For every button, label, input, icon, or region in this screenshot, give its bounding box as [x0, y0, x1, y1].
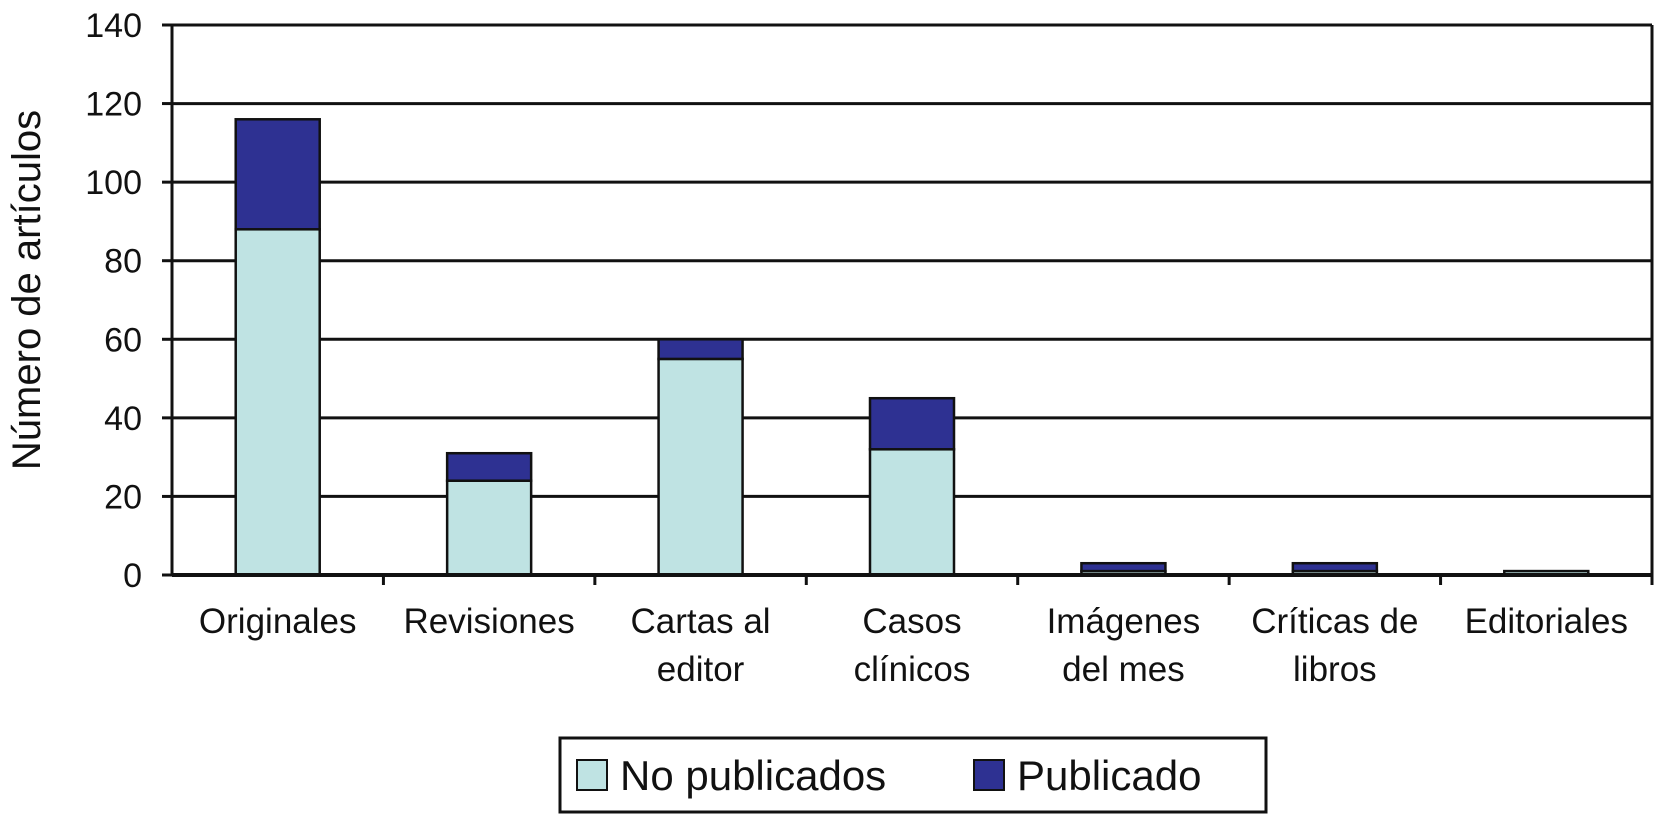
legend-swatch-publicado	[973, 759, 1005, 791]
legend: No publicados Publicado	[558, 736, 1268, 814]
bar-segment-publicado	[657, 338, 744, 361]
y-tick-label: 120	[85, 86, 142, 124]
category-label: clínicos	[854, 650, 971, 689]
y-axis-title: Número de artículos	[5, 110, 49, 470]
bar-layer	[234, 118, 1590, 577]
category-label: Casos	[862, 602, 961, 641]
y-tick-label: 0	[123, 557, 142, 595]
bar-segment-no-publicados	[445, 479, 533, 577]
legend-swatch-no-publicados	[576, 759, 608, 791]
y-tick-label: 40	[104, 400, 142, 438]
legend-label-publicado: Publicado	[1017, 752, 1201, 799]
bar-segment-publicado	[445, 451, 533, 482]
bar-segment-no-publicados	[234, 228, 321, 577]
bar-segment-publicado	[868, 396, 956, 451]
legend-box	[558, 736, 1268, 814]
grid-layer	[172, 23, 1652, 498]
bar-segment-no-publicados	[868, 448, 956, 577]
category-label: editor	[657, 650, 745, 689]
y-tick-label: 100	[85, 164, 142, 202]
category-label: Críticas de	[1251, 602, 1418, 641]
bar-segment-no-publicados	[657, 357, 744, 577]
category-label: Originales	[199, 602, 357, 641]
bar-segment-publicado	[1291, 561, 1379, 573]
category-label: Cartas al	[631, 602, 771, 641]
bar-segment-publicado	[234, 118, 321, 231]
y-tick-label: 20	[104, 478, 142, 516]
legend-label-no-publicados: No publicados	[620, 752, 886, 799]
y-tick-label: 140	[85, 7, 142, 45]
category-label: Revisiones	[404, 602, 575, 641]
bar-segment-publicado	[1080, 561, 1167, 573]
category-label: Imágenes	[1047, 602, 1201, 641]
category-label: Editoriales	[1465, 602, 1628, 641]
axis-layer	[162, 23, 1654, 585]
category-label: libros	[1293, 650, 1377, 689]
y-tick-label: 60	[104, 321, 142, 359]
y-tick-label: 80	[104, 243, 142, 281]
category-label: del mes	[1062, 650, 1185, 689]
label-layer: 0 20 40 60 80 100 120 140 Originales Revisiones Ca…	[85, 7, 1628, 689]
